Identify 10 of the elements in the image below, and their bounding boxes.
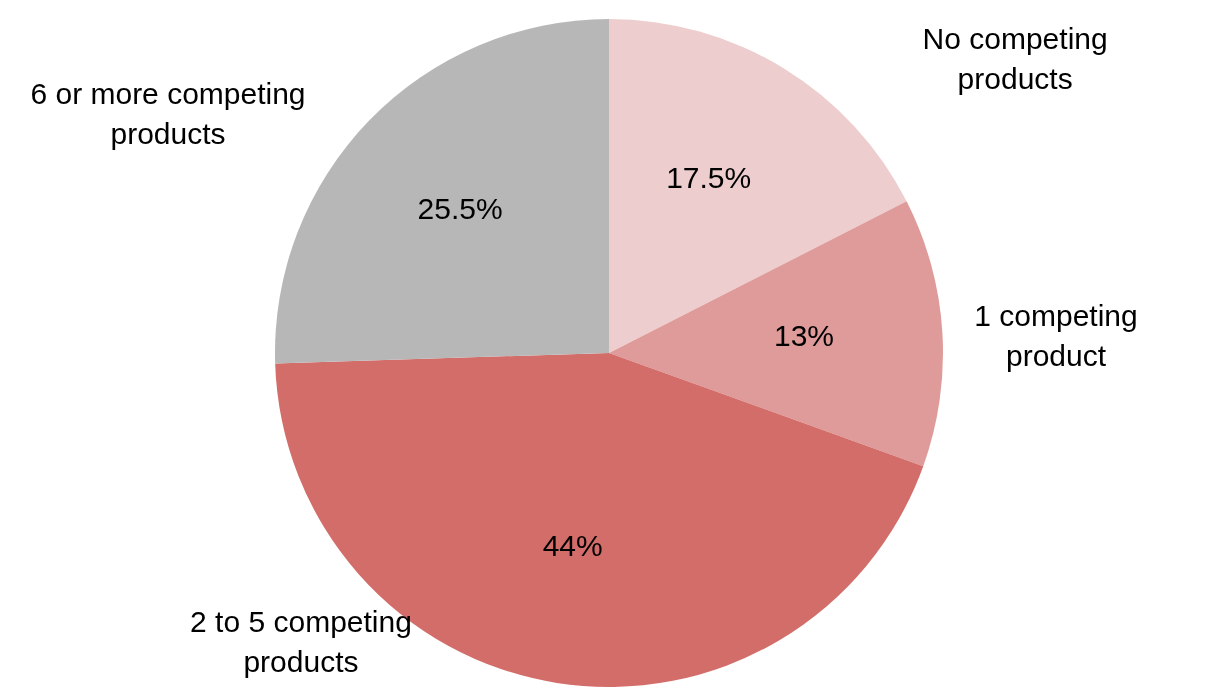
data-label: 17.5% <box>666 160 752 194</box>
data-label: 25.5% <box>417 192 503 226</box>
slice-label: 2 to 5 competing products <box>190 605 412 678</box>
data-label: 13% <box>773 318 835 352</box>
data-label: 44% <box>542 529 603 563</box>
slice-label: 6 or more competing products <box>30 76 306 150</box>
pie-slice <box>609 201 943 467</box>
pie-slice <box>609 19 907 353</box>
slice-label: 1 competing product <box>974 298 1138 372</box>
slice-label: No competing products <box>922 21 1108 95</box>
